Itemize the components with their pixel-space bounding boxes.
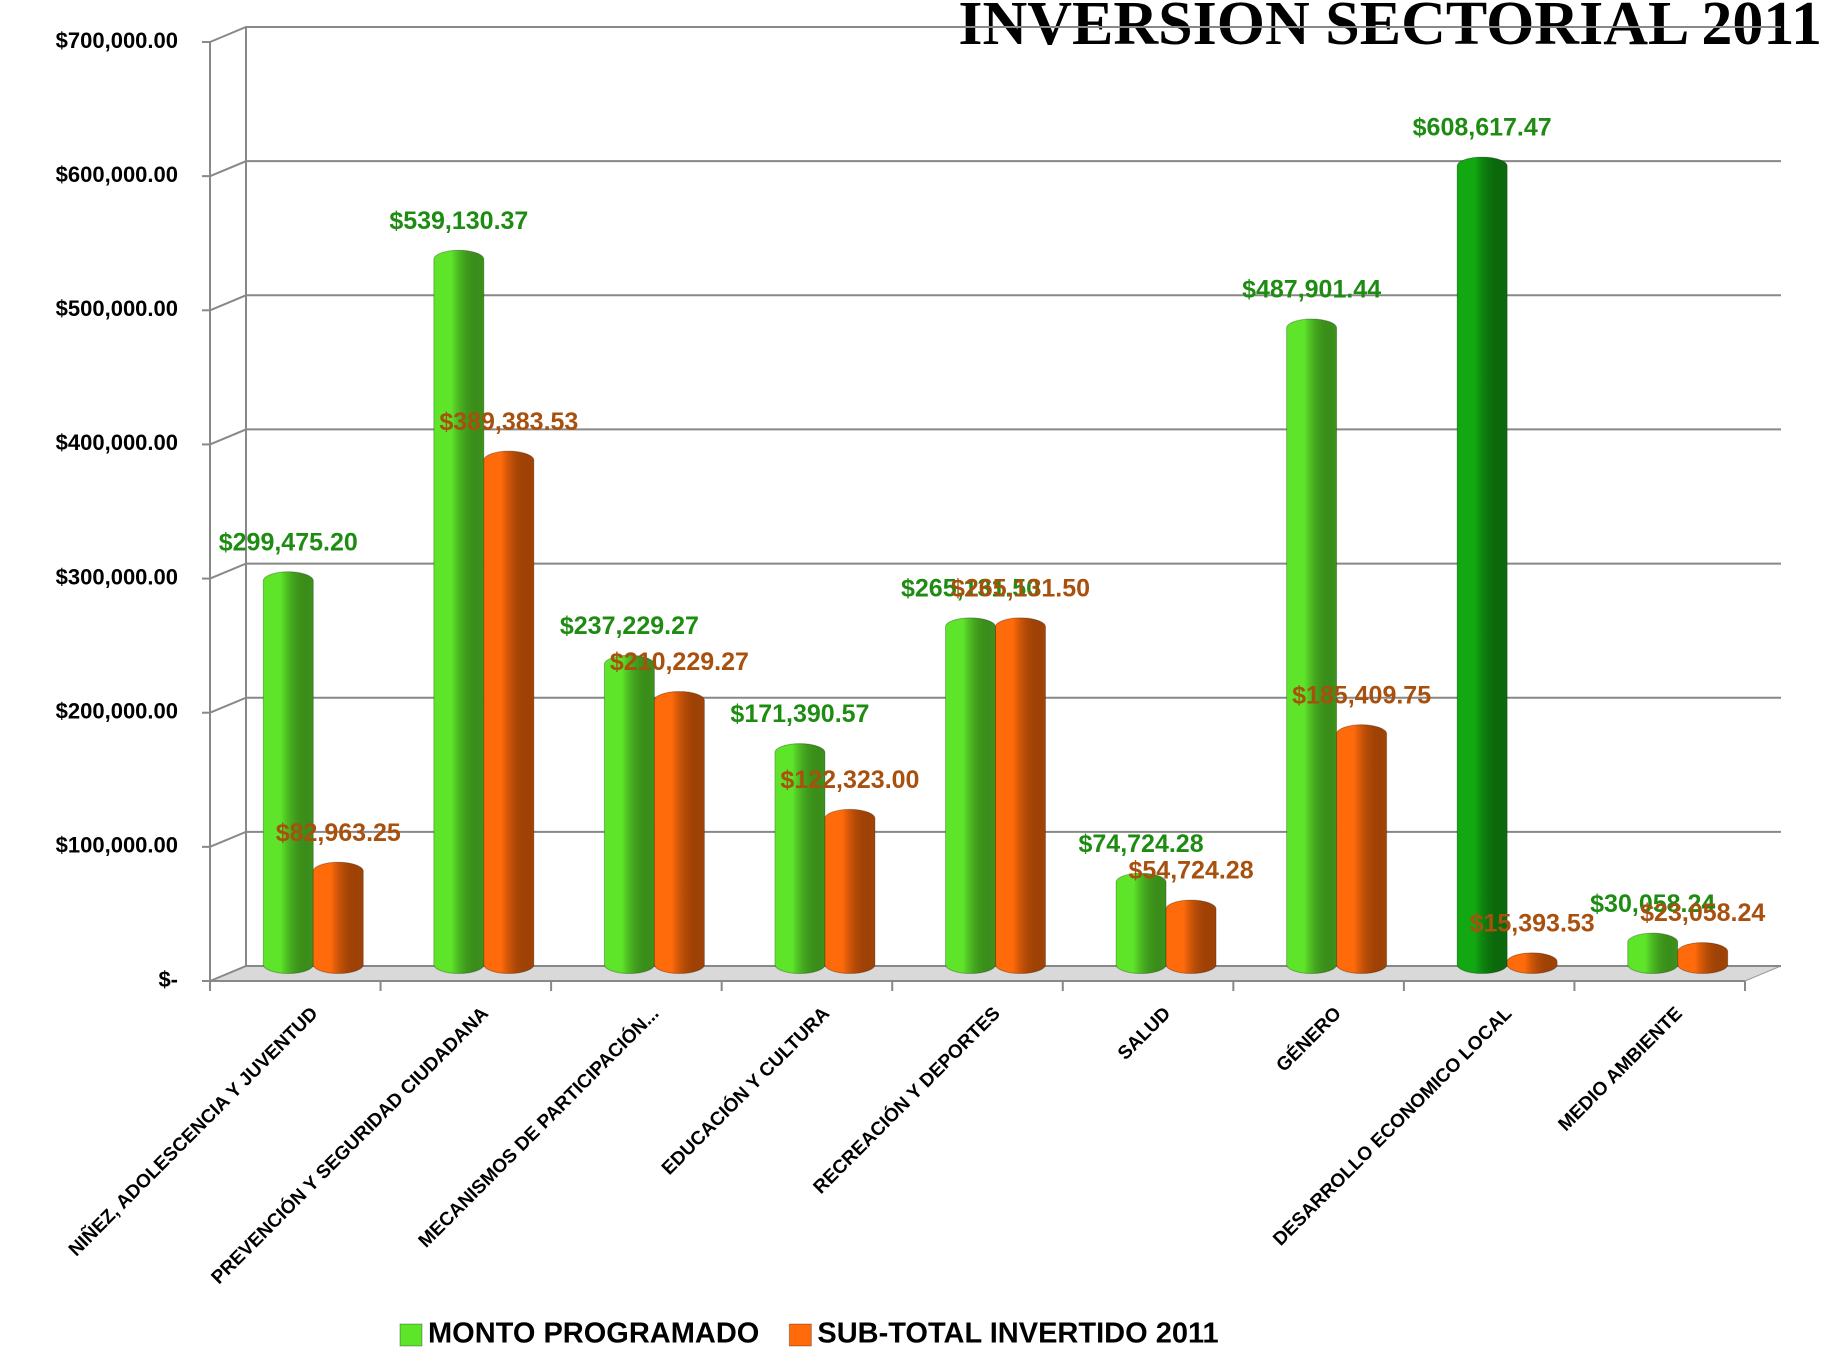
value-label: $210,229.27 xyxy=(610,648,749,676)
value-label: $299,475.20 xyxy=(219,528,358,556)
grid-line xyxy=(209,160,1781,178)
grid-line xyxy=(209,562,1781,580)
bar xyxy=(1115,872,1167,974)
y-tick-label: $700,000.00 xyxy=(56,28,178,53)
value-label: $237,229.27 xyxy=(560,612,699,640)
bar xyxy=(603,654,655,974)
x-tick-label: MEDIO AMBIENTE xyxy=(1555,1003,1687,1135)
value-label: $389,383.53 xyxy=(439,408,578,436)
value-label: $54,724.28 xyxy=(1128,857,1253,885)
bar xyxy=(824,808,876,974)
value-label: $15,393.53 xyxy=(1470,909,1595,937)
bar xyxy=(483,450,535,974)
value-label: $487,901.44 xyxy=(1242,276,1381,304)
grid-line xyxy=(209,26,1781,43)
x-tick-label: EDUCACIÓN Y CULTURA xyxy=(657,1002,834,1179)
grid-line xyxy=(209,965,1781,982)
bar xyxy=(262,571,314,974)
grid-line xyxy=(209,428,1781,446)
value-label: $185,409.75 xyxy=(1292,681,1431,709)
value-label: $171,390.57 xyxy=(730,700,869,728)
value-label: $30,058.24 xyxy=(1590,890,1715,918)
bar xyxy=(1677,942,1729,975)
x-tick-label: PREVENCIÓN Y SEGURIDAD CIUDADANA xyxy=(207,1002,493,1288)
y-tick-label: $400,000.00 xyxy=(56,430,178,455)
legend-swatch xyxy=(399,1323,423,1347)
y-tick-label: $300,000.00 xyxy=(56,564,178,589)
value-label: $23,058.24 xyxy=(1640,899,1765,927)
value-label: $539,130.37 xyxy=(389,207,528,235)
bar xyxy=(1627,932,1679,974)
legend-label: SUB-TOTAL INVERTIDO 2011 xyxy=(817,1318,1218,1350)
bar xyxy=(312,861,364,975)
y-tick-label: $- xyxy=(158,967,178,992)
grid-line xyxy=(209,830,1781,848)
legend-label: MONTO PROGRAMADO xyxy=(428,1318,759,1350)
value-label: $265,131.50 xyxy=(901,574,1040,602)
y-tick-label: $500,000.00 xyxy=(56,296,178,321)
bar xyxy=(1165,899,1217,975)
bar xyxy=(1456,156,1508,974)
value-label: $82,963.25 xyxy=(276,819,401,847)
bar xyxy=(653,690,705,974)
legend-swatch xyxy=(788,1323,812,1347)
bar xyxy=(433,249,485,975)
y-tick-label: $600,000.00 xyxy=(56,162,178,187)
value-label: $265,131.50 xyxy=(951,574,1090,602)
value-label: $74,724.28 xyxy=(1078,830,1203,858)
bar xyxy=(995,617,1046,974)
y-tick-label: $200,000.00 xyxy=(56,699,178,724)
bar xyxy=(945,617,996,974)
bar xyxy=(1286,318,1338,974)
chart-title: INVERSION SECTORIAL 2011 xyxy=(958,0,1822,58)
bar xyxy=(1506,952,1558,975)
x-tick-label: SALUD xyxy=(1114,1003,1175,1064)
grid-line xyxy=(209,696,1781,714)
y-tick-label: $100,000.00 xyxy=(56,833,178,858)
grid-line xyxy=(209,294,1781,312)
bar xyxy=(1336,724,1388,975)
value-label: $608,617.47 xyxy=(1413,114,1552,142)
x-tick-label: GÉNERO xyxy=(1272,1003,1346,1077)
x-tick-label: RECREACIÓN Y DEPORTES xyxy=(809,1003,1005,1199)
value-label: $122,323.00 xyxy=(780,766,919,794)
